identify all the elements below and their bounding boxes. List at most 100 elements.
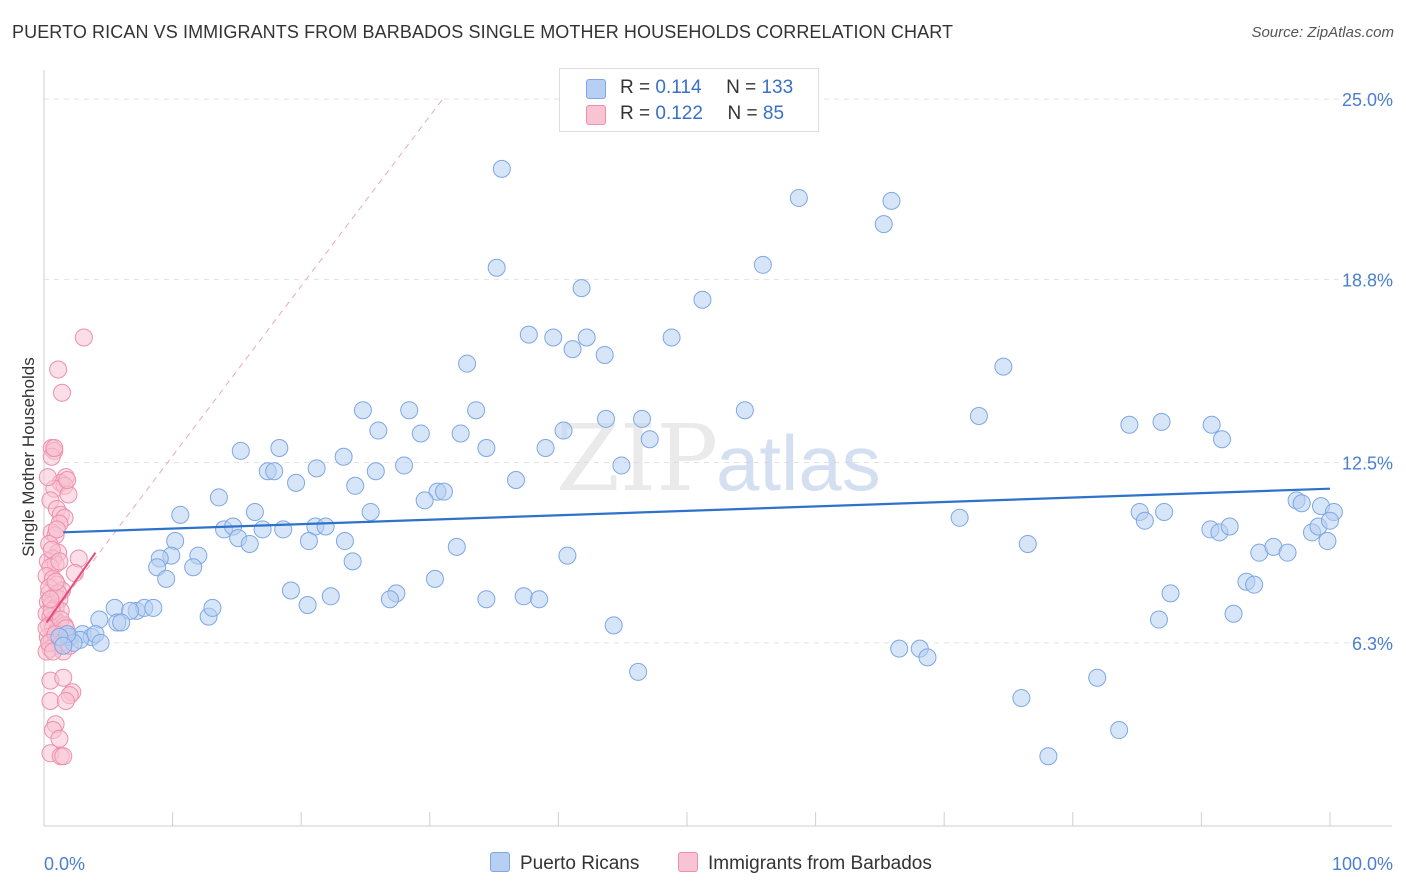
puerto-rican-point: [595, 345, 614, 364]
barbados-point: [41, 590, 60, 609]
legend-r-value: 0.122: [655, 103, 703, 124]
puerto-rican-point: [1292, 494, 1311, 513]
puerto-rican-point: [477, 590, 496, 609]
puerto-rican-point: [91, 633, 110, 652]
puerto-rican-point: [604, 616, 623, 635]
puerto-rican-point: [171, 505, 190, 524]
puerto-rican-point: [395, 456, 414, 475]
puerto-rican-point: [299, 532, 318, 551]
y-tick-label: 12.5%: [1342, 454, 1393, 474]
chart-title: PUERTO RICAN VS IMMIGRANTS FROM BARBADOS…: [12, 22, 954, 42]
barbados-point: [50, 552, 69, 571]
puerto-rican-point: [346, 476, 365, 495]
puerto-rican-point: [563, 340, 582, 359]
puerto-rican-point: [918, 648, 937, 667]
bottom-legend-label-puerto-rican: Puerto Ricans: [520, 853, 640, 874]
puerto-rican-point: [231, 441, 250, 460]
puerto-rican-point: [558, 546, 577, 565]
puerto-rican-point: [1012, 689, 1031, 708]
puerto-rican-point: [1161, 584, 1180, 603]
barbados-point: [45, 439, 64, 457]
puerto-rican-point: [307, 459, 326, 478]
puerto-rican-point: [1220, 517, 1239, 536]
puerto-rican-point: [361, 502, 380, 521]
puerto-rican-point: [253, 520, 272, 539]
barbados-point: [54, 747, 73, 766]
puerto-rican-point: [245, 502, 264, 521]
puerto-rican-point: [1149, 610, 1168, 629]
barbados-point: [50, 729, 69, 748]
puerto-rican-point: [1245, 575, 1264, 594]
puerto-rican-point: [54, 636, 73, 655]
puerto-rican-point: [693, 290, 712, 309]
legend-n-value: 133: [761, 77, 794, 98]
puerto-rican-point: [157, 569, 176, 588]
x-tick-label-min: 0.0%: [44, 854, 85, 874]
puerto-rican-point: [544, 328, 563, 347]
puerto-rican-point: [415, 491, 434, 510]
puerto-rican-point: [316, 517, 335, 536]
puerto-rican-point: [1321, 511, 1339, 530]
puerto-rican-point: [735, 401, 754, 420]
puerto-rican-point: [184, 558, 203, 577]
puerto-rican-point: [577, 328, 596, 347]
barbados-point: [41, 691, 60, 710]
bottom-legend-barbados: Immigrants from Barbados: [678, 852, 932, 875]
puerto-rican-point: [369, 421, 388, 440]
barbados-trend-line: [45, 552, 97, 624]
puerto-rican-point: [400, 401, 419, 420]
puerto-rican-point: [477, 439, 496, 457]
barbados-point: [47, 520, 66, 539]
puerto-rican-point: [994, 357, 1013, 376]
puerto-rican-point: [789, 188, 808, 207]
puerto-rican-point: [1224, 604, 1243, 623]
barbados-point: [49, 360, 68, 379]
puerto-rican-point: [1278, 543, 1297, 562]
barbados-point: [56, 691, 75, 710]
barbados-point: [74, 328, 93, 347]
puerto-rican-point: [1018, 534, 1037, 553]
puerto-rican-point: [662, 328, 681, 347]
y-axis-label: Single Mother Households: [19, 357, 38, 556]
puerto-rican-point: [343, 552, 362, 571]
puerto-rican-point: [411, 424, 430, 443]
puerto-rican-point: [112, 613, 131, 632]
series-barbados-points: [37, 328, 93, 766]
y-tick-label: 6.3%: [1352, 634, 1393, 654]
barbados-point: [58, 470, 77, 489]
legend-r-label: R =: [620, 77, 651, 98]
puerto-rican-point: [334, 447, 353, 466]
bottom-legend-swatch-puerto-rican: [490, 852, 510, 872]
legend-n-label: N =: [726, 77, 757, 98]
puerto-rican-point: [890, 639, 909, 658]
bottom-legend-swatch-barbados: [678, 852, 698, 872]
puerto-rican-point: [1318, 532, 1337, 551]
trend-lines: [45, 98, 1331, 624]
puerto-rican-point: [366, 462, 385, 481]
puerto-rican-point: [287, 473, 306, 492]
barbados-point: [46, 572, 65, 591]
puerto-rican-point: [380, 590, 399, 609]
legend-swatch-barbados: [586, 105, 606, 125]
y-tick-labels: 25.0% 18.8% 12.5% 6.3%: [1342, 90, 1393, 654]
legend-n-label: N =: [727, 103, 758, 124]
puerto-rican-point: [632, 409, 651, 428]
legend-r-value: 0.114: [655, 77, 702, 98]
puerto-rican-point: [240, 534, 259, 553]
puerto-rican-point: [530, 590, 549, 609]
puerto-rican-point: [1135, 511, 1154, 530]
puerto-rican-point: [950, 508, 969, 527]
puerto-rican-point: [451, 424, 470, 443]
puerto-rican-point: [874, 215, 893, 234]
puerto-rican-point: [1155, 502, 1174, 521]
y-tick-label: 18.8%: [1342, 270, 1393, 290]
puerto-rican-point: [753, 255, 772, 274]
puerto-rican-point: [536, 439, 555, 457]
barbados-point: [38, 468, 57, 487]
puerto-rican-point: [612, 456, 631, 475]
source-label: Source: ZipAtlas.com: [1251, 24, 1394, 41]
puerto-rican-point: [209, 488, 228, 507]
puerto-rican-point: [1152, 412, 1171, 431]
puerto-rican-point: [492, 159, 511, 178]
